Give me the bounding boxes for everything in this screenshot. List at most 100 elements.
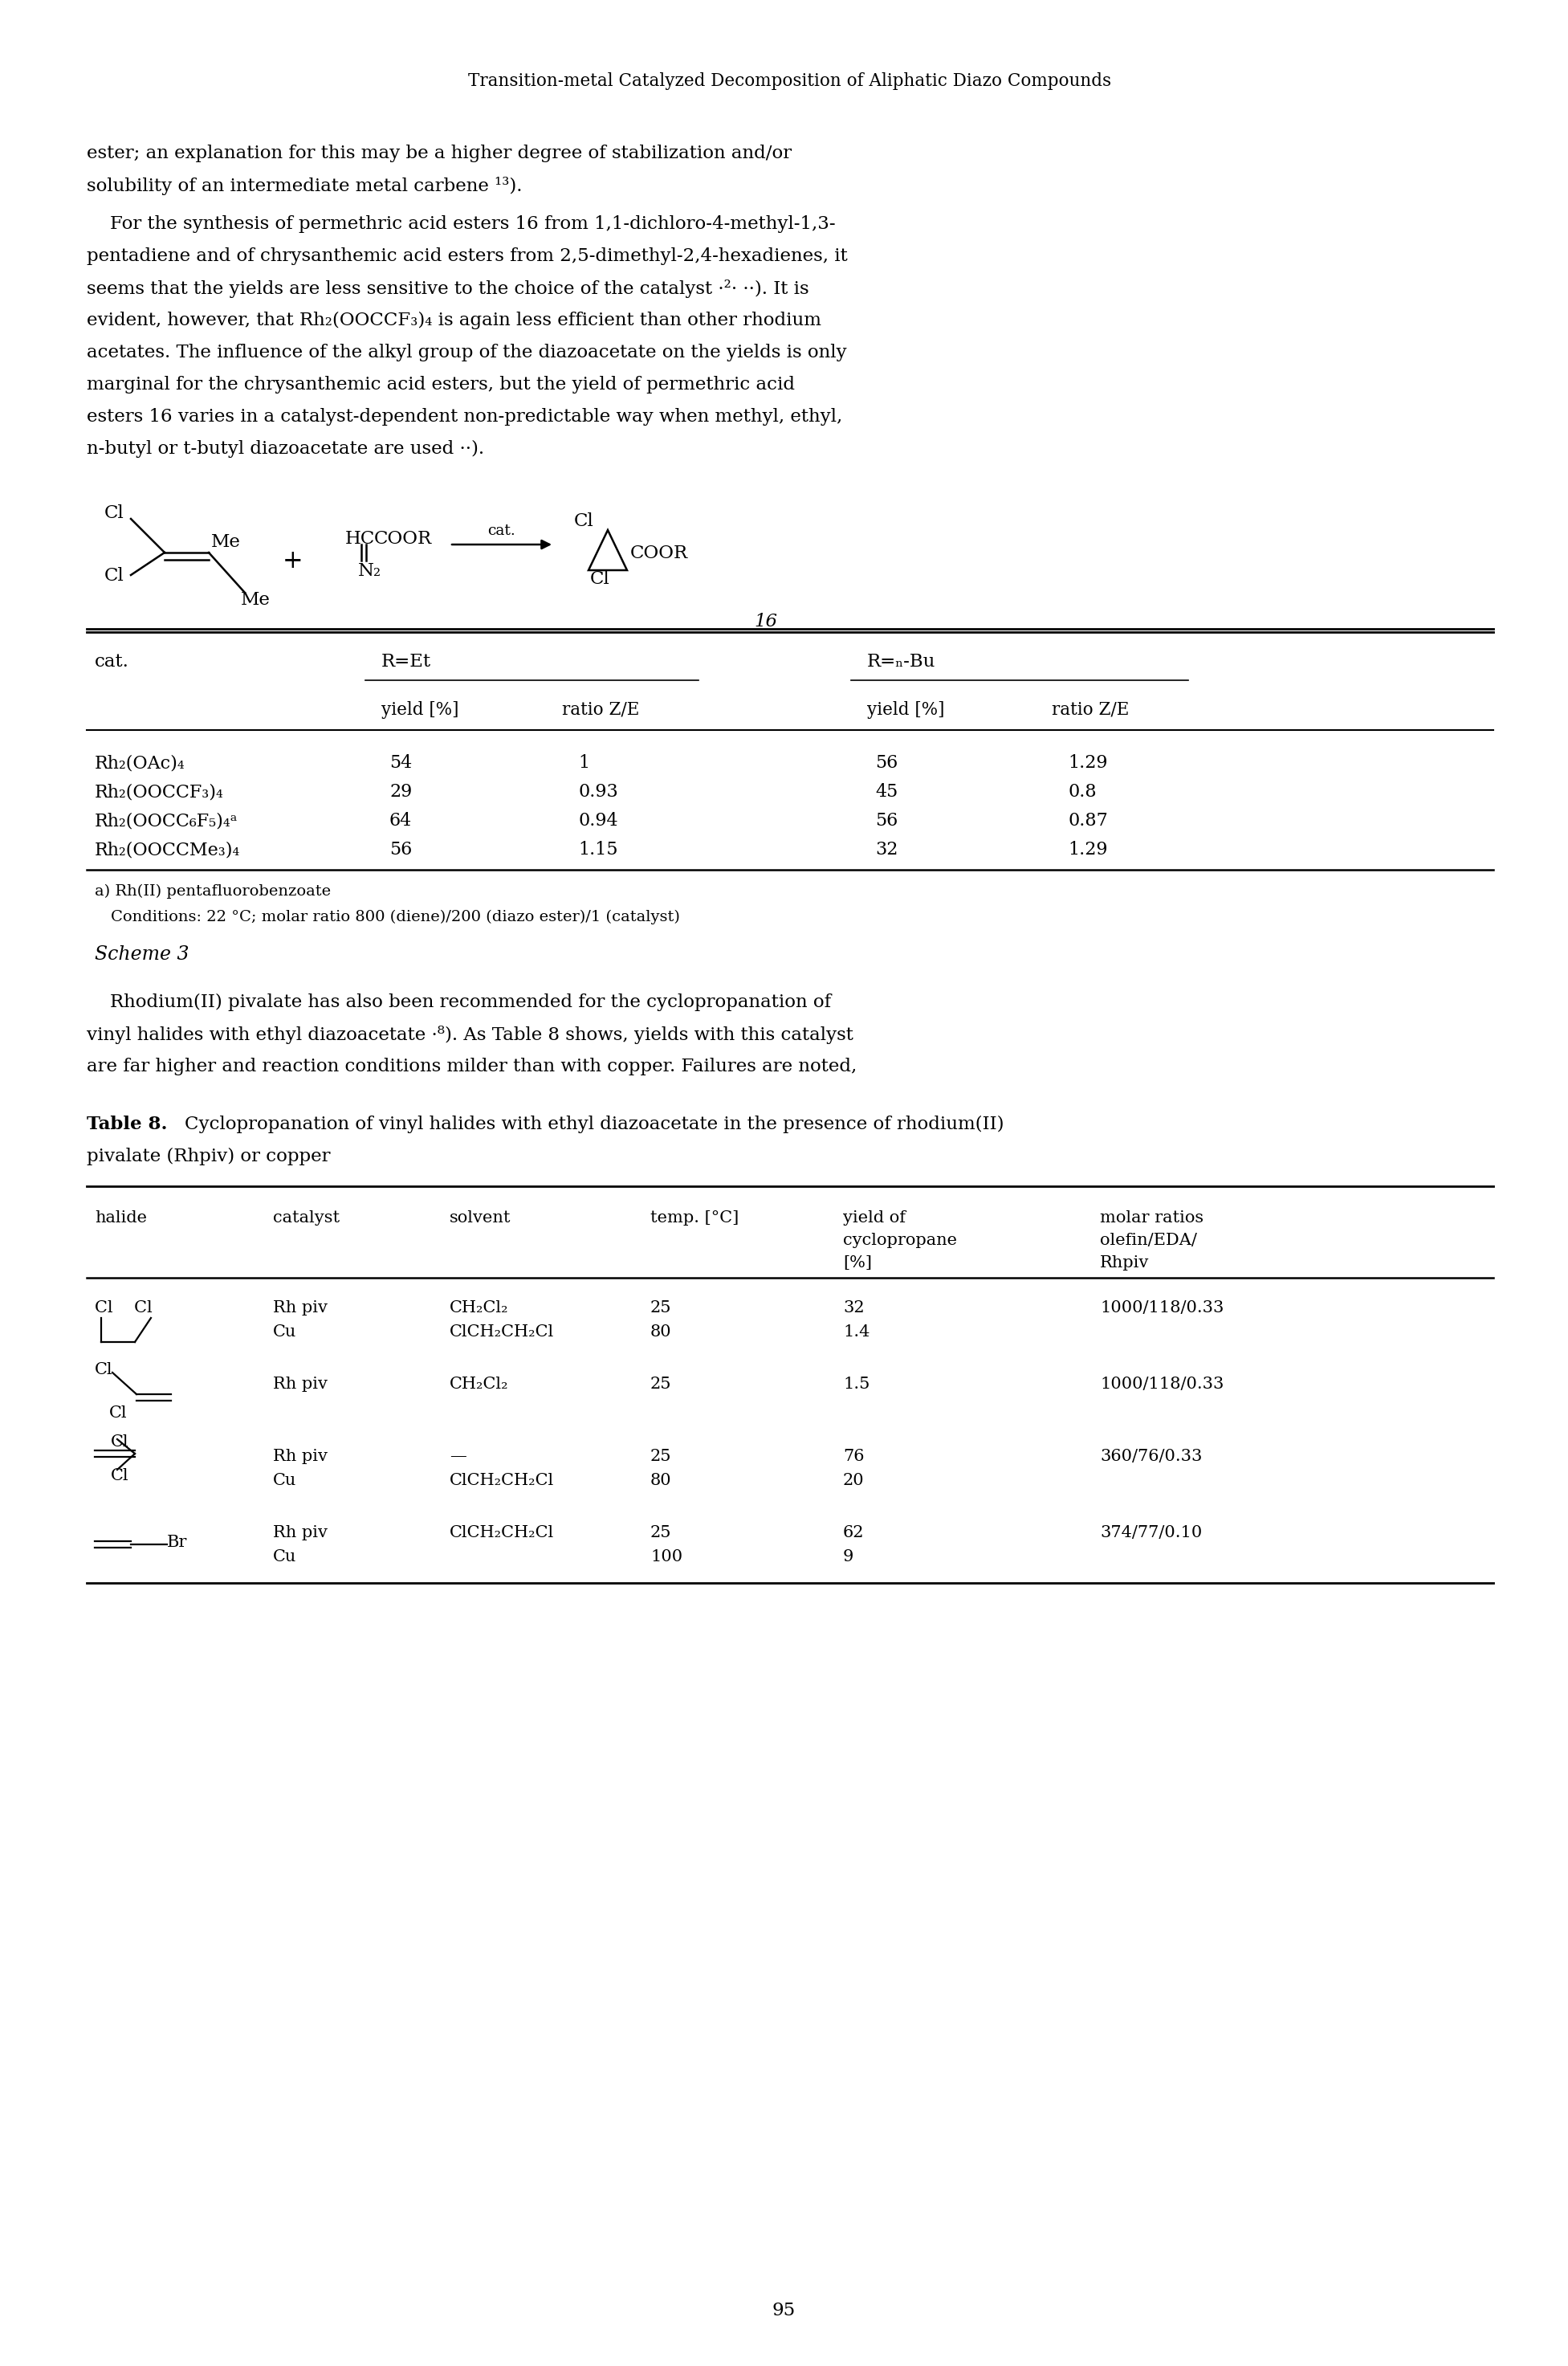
Text: ratio Z/E: ratio Z/E [561,700,640,719]
Text: Cyclopropanation of vinyl halides with ethyl diazoacetate in the presence of rho: Cyclopropanation of vinyl halides with e… [185,1114,1004,1133]
Text: olefin/EDA/: olefin/EDA/ [1099,1233,1196,1247]
Text: COOR: COOR [630,544,688,563]
Text: 45: 45 [875,783,898,800]
Text: 95: 95 [773,2302,795,2319]
Text: solvent: solvent [450,1211,511,1226]
Text: Transition-metal Catalyzed Decomposition of Aliphatic Diazo Compounds: Transition-metal Catalyzed Decomposition… [469,73,1112,90]
Text: Me: Me [241,592,270,608]
Text: 56: 56 [875,812,898,830]
Text: temp. [°C]: temp. [°C] [651,1211,739,1226]
Text: N₂: N₂ [358,563,381,580]
Text: molar ratios: molar ratios [1099,1211,1204,1226]
Text: yield of: yield of [844,1211,906,1226]
Text: +: + [282,549,303,573]
Text: Rh piv: Rh piv [273,1526,328,1540]
Text: 1000/118/0.33: 1000/118/0.33 [1099,1301,1225,1315]
Text: 62: 62 [844,1526,864,1540]
Text: Me: Me [212,532,241,551]
Text: Cu: Cu [273,1474,296,1488]
Text: 0.8: 0.8 [1068,783,1096,800]
Text: ratio Z/E: ratio Z/E [1052,700,1129,719]
Text: 20: 20 [844,1474,864,1488]
Text: Cl: Cl [111,1434,129,1450]
Text: Rh piv: Rh piv [273,1448,328,1465]
Text: pentadiene and of chrysanthemic acid esters from 2,5-dimethyl-2,4-hexadienes, it: pentadiene and of chrysanthemic acid est… [86,248,848,265]
Text: Cl: Cl [105,568,124,584]
Text: solubility of an intermediate metal carbene ¹³).: solubility of an intermediate metal carb… [86,177,522,194]
Text: Br: Br [168,1536,187,1550]
Text: Cl: Cl [110,1405,127,1420]
Text: 1.15: 1.15 [579,840,618,859]
Text: are far higher and reaction conditions milder than with copper. Failures are not: are far higher and reaction conditions m… [86,1058,856,1077]
Text: cat.: cat. [488,523,516,537]
Text: marginal for the chrysanthemic acid esters, but the yield of permethric acid: marginal for the chrysanthemic acid este… [86,376,795,393]
Text: —: — [450,1448,466,1465]
Text: 56: 56 [875,755,898,771]
Text: a) Rh(II) pentafluorobenzoate: a) Rh(II) pentafluorobenzoate [94,885,331,899]
Text: 25: 25 [651,1526,671,1540]
Text: Rh₂(OOCCF₃)₄: Rh₂(OOCCF₃)₄ [94,783,224,800]
Text: Rh₂(OAc)₄: Rh₂(OAc)₄ [94,755,185,771]
Text: pivalate (Rhpiv) or copper: pivalate (Rhpiv) or copper [86,1148,331,1166]
Text: [%]: [%] [844,1256,872,1271]
Text: Rhodium(II) pivalate has also been recommended for the cyclopropanation of: Rhodium(II) pivalate has also been recom… [86,994,831,1010]
Text: 374/77/0.10: 374/77/0.10 [1099,1526,1203,1540]
Text: 0.87: 0.87 [1068,812,1107,830]
Text: cyclopropane: cyclopropane [844,1233,956,1247]
Text: HC: HC [345,530,375,549]
Text: seems that the yields are less sensitive to the choice of the catalyst ·²· ··). : seems that the yields are less sensitive… [86,279,809,298]
Text: 1.29: 1.29 [1068,840,1107,859]
Text: catalyst: catalyst [273,1211,340,1226]
Text: 25: 25 [651,1377,671,1391]
Text: acetates. The influence of the alkyl group of the diazoacetate on the yields is : acetates. The influence of the alkyl gro… [86,343,847,362]
Text: For the synthesis of permethric acid esters 16 from 1,1-dichloro-4-methyl-1,3-: For the synthesis of permethric acid est… [86,215,836,232]
Text: Table 8.: Table 8. [86,1114,168,1133]
Text: 25: 25 [651,1301,671,1315]
Text: CH₂Cl₂: CH₂Cl₂ [450,1301,508,1315]
Text: Rh₂(OOCCMe₃)₄: Rh₂(OOCCMe₃)₄ [94,840,240,859]
Text: 360/76/0.33: 360/76/0.33 [1099,1448,1203,1465]
Text: Rhpiv: Rhpiv [1099,1256,1149,1271]
Text: ClCH₂CH₂Cl: ClCH₂CH₂Cl [450,1474,554,1488]
Text: 56: 56 [389,840,412,859]
Text: 0.94: 0.94 [579,812,618,830]
Text: 76: 76 [844,1448,864,1465]
Text: 1.4: 1.4 [844,1325,870,1339]
Text: Conditions: 22 °C; molar ratio 800 (diene)/200 (diazo ester)/1 (catalyst): Conditions: 22 °C; molar ratio 800 (dien… [111,911,681,925]
Text: Rh piv: Rh piv [273,1377,328,1391]
Text: R=Et: R=Et [381,653,431,670]
Text: 32: 32 [844,1301,864,1315]
Text: 64: 64 [389,812,412,830]
Text: 1000/118/0.33: 1000/118/0.33 [1099,1377,1225,1391]
Text: yield [%]: yield [%] [381,700,459,719]
Text: n-butyl or t-butyl diazoacetate are used ··).: n-butyl or t-butyl diazoacetate are used… [86,440,485,459]
Text: Scheme 3: Scheme 3 [94,946,190,963]
Text: 32: 32 [875,840,898,859]
Text: 1.5: 1.5 [844,1377,870,1391]
Text: cat.: cat. [94,653,129,670]
Text: Cl: Cl [94,1363,113,1377]
Text: Cu: Cu [273,1325,296,1339]
Text: Cl: Cl [590,570,610,587]
Text: Cl: Cl [105,504,124,523]
Text: ClCH₂CH₂Cl: ClCH₂CH₂Cl [450,1526,554,1540]
Text: vinyl halides with ethyl diazoacetate ·⁸). As Table 8 shows, yields with this ca: vinyl halides with ethyl diazoacetate ·⁸… [86,1024,853,1043]
Text: halide: halide [94,1211,147,1226]
Text: 100: 100 [651,1550,682,1564]
Text: COOR: COOR [375,530,433,549]
Text: CH₂Cl₂: CH₂Cl₂ [450,1377,508,1391]
Text: yield [%]: yield [%] [867,700,944,719]
Text: Cl    Cl: Cl Cl [94,1301,152,1315]
Text: 29: 29 [389,783,412,800]
Text: 9: 9 [844,1550,853,1564]
Text: 80: 80 [651,1474,671,1488]
Text: 25: 25 [651,1448,671,1465]
Text: Rh₂(OOCC₆F₅)₄ᵃ: Rh₂(OOCC₆F₅)₄ᵃ [94,812,238,830]
Text: ClCH₂CH₂Cl: ClCH₂CH₂Cl [450,1325,554,1339]
Text: 0.93: 0.93 [579,783,618,800]
Text: ester; an explanation for this may be a higher degree of stabilization and/or: ester; an explanation for this may be a … [86,144,792,163]
Text: esters 16 varies in a catalyst-dependent non-predictable way when methyl, ethyl,: esters 16 varies in a catalyst-dependent… [86,407,842,426]
Text: 1: 1 [579,755,590,771]
Text: 16: 16 [754,613,778,629]
Text: R=ₙ-Bu: R=ₙ-Bu [867,653,936,670]
